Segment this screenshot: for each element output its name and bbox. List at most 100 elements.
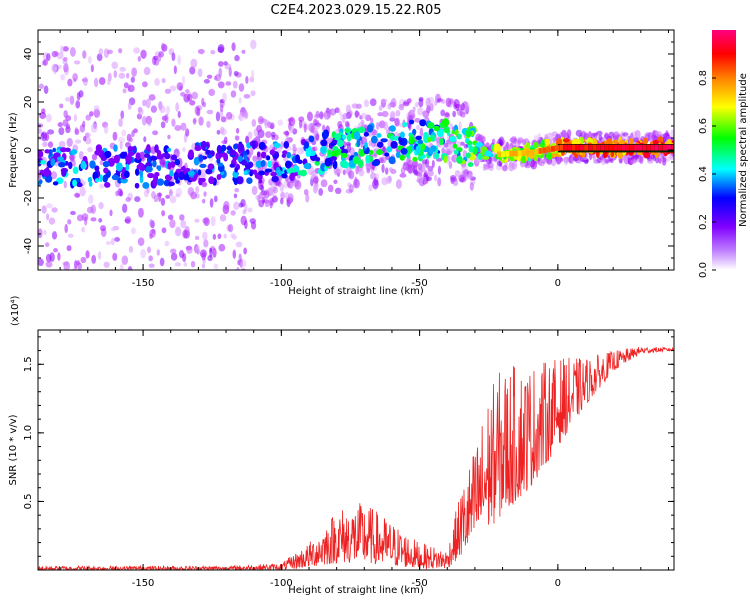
spectrogram-cell	[190, 58, 198, 68]
spectrogram-cell	[137, 237, 145, 246]
spectrogram-cell	[258, 141, 266, 150]
spectrogram-cell	[131, 67, 137, 77]
spectrogram-cell	[136, 164, 144, 170]
spectrogram-cell	[517, 139, 521, 148]
spectrogram-cell	[214, 73, 222, 82]
spectrogram-cell	[546, 152, 553, 160]
spectrogram-cell	[43, 168, 49, 177]
spectrogram-cell	[228, 223, 234, 233]
spectrogram-cell	[610, 151, 615, 158]
spectrogram-cell	[221, 128, 227, 136]
spectrogram-cell	[596, 157, 603, 164]
spectrogram-cell	[353, 151, 359, 158]
spectrogram-cell	[277, 119, 283, 126]
spectrogram-cell	[83, 135, 87, 142]
spectrogram-cell	[115, 162, 123, 172]
spectrogram-cell	[413, 160, 419, 168]
snr-x-label: Height of straight line (km)	[288, 585, 424, 596]
snr-panel: -150 -100 -50 0 0.5 1.0 1.5 Height of straigh…	[8, 295, 675, 596]
spectrogram-cell	[130, 227, 136, 235]
spectrogram-cell	[353, 131, 361, 140]
colorbar-tick-label: 0.6	[698, 118, 709, 134]
spectrogram-cell	[146, 144, 151, 152]
snr-y-label: SNR (10 * v/v)	[8, 414, 19, 485]
spectrogram-cell	[187, 170, 195, 176]
spectrogram-cell	[304, 141, 310, 149]
spectrogram-cell	[312, 176, 319, 184]
spectrogram-cell	[134, 196, 141, 203]
spectrogram-cell	[412, 128, 417, 136]
spectrogram-cell	[331, 139, 338, 145]
spectrogram-cell	[212, 233, 217, 240]
spectrogram-cell	[284, 160, 292, 169]
spectrogram-cell	[402, 101, 410, 107]
spectrogram-cell	[52, 181, 59, 186]
spectrogram-cell	[654, 151, 659, 159]
spectrogram-cell	[173, 171, 179, 181]
spectrogram-cell	[130, 76, 136, 83]
spectrogram-cell	[332, 145, 339, 151]
spectrogram-x-label: Height of straight line (km)	[288, 286, 424, 297]
spectrogram-cell	[215, 269, 219, 270]
spectrogram-ridge-cell	[633, 144, 638, 151]
spectrogram-cell	[157, 165, 162, 172]
spectrogram-cell	[299, 169, 308, 177]
spectrogram-cell	[182, 229, 188, 239]
spectrogram-cell	[38, 228, 43, 239]
spectrogram-cell	[113, 144, 118, 152]
spectrogram-cell	[38, 128, 42, 134]
spectrogram-cell	[429, 102, 434, 112]
spectrogram-cell	[133, 47, 140, 54]
spectrogram-cell	[552, 137, 557, 143]
spectrogram-cell	[160, 197, 166, 206]
spectrogram-cell	[189, 273, 194, 278]
spectrogram-cell	[147, 172, 155, 179]
spectrogram-cell	[65, 96, 70, 102]
spectrogram-cell	[118, 136, 125, 144]
spectrogram-cell	[125, 196, 131, 202]
spectrogram-cell	[62, 46, 69, 52]
spectrogram-cell	[260, 184, 265, 193]
spectrogram-cell	[193, 156, 200, 166]
spectrogram-cell	[87, 194, 94, 205]
spectrogram-cell	[190, 260, 196, 268]
spectrogram-cell	[381, 163, 385, 174]
spectrogram-cell	[262, 199, 270, 204]
spectrogram-cell	[223, 233, 227, 239]
x-tick-label: -50	[411, 278, 427, 289]
spectrogram-cell	[118, 118, 123, 128]
spectrogram-cell	[192, 277, 197, 284]
spectrogram-cell	[45, 113, 52, 123]
spectrogram-cell	[238, 83, 245, 92]
spectrogram-cell	[256, 174, 263, 180]
spectrogram-cell	[47, 129, 55, 135]
spectrogram-cell	[269, 200, 273, 209]
spectrogram-ridge-cell	[550, 145, 555, 152]
colorbar-ticks: 0.0 0.2 0.4 0.6 0.8	[698, 70, 716, 278]
spectrogram-cell	[152, 130, 159, 136]
spectrogram-cell	[74, 260, 78, 270]
spectrogram-cell	[119, 141, 123, 150]
spectrogram-cell	[434, 152, 440, 160]
spectrogram-cell	[234, 54, 240, 62]
spectrogram-cell	[122, 276, 129, 283]
spectrogram-cell	[314, 114, 321, 119]
spectrogram-cell	[448, 161, 453, 169]
spectrogram-cell	[102, 160, 110, 168]
spectrogram-cell	[216, 129, 221, 135]
spectrogram-cell	[402, 122, 408, 127]
spectrogram-cell	[111, 61, 119, 70]
spectrogram-cell	[289, 173, 295, 181]
y-tick-label: 1.0	[23, 425, 34, 441]
spectrogram-cell	[181, 75, 186, 85]
spectrogram-cell	[266, 155, 271, 161]
spectrogram-cell	[380, 138, 388, 143]
spectrogram-cell	[368, 140, 373, 147]
y-tick-label: -40	[23, 238, 34, 254]
spectrogram-cell	[360, 112, 367, 119]
spectrogram-cell	[100, 225, 107, 232]
spectrogram-cell	[294, 180, 302, 190]
spectrogram-cell	[533, 134, 539, 141]
spectrogram-cell	[80, 256, 87, 264]
spectrogram-cell	[373, 153, 378, 159]
